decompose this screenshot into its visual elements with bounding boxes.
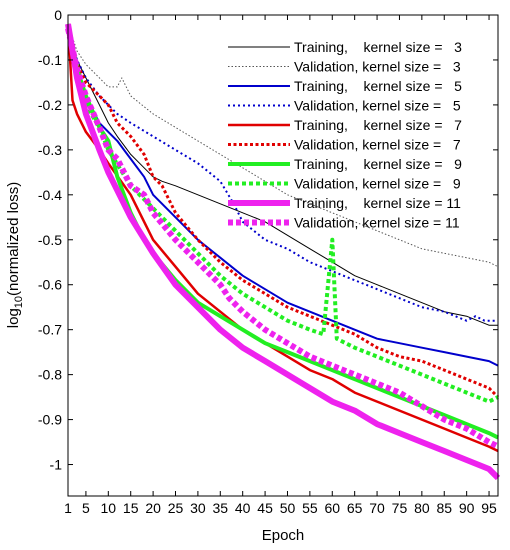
- legend-label: Validation, kernel size = 7: [294, 137, 461, 153]
- x-tick-label: 10: [101, 500, 117, 516]
- y-tick-label: -0.3: [38, 142, 62, 158]
- x-tick-label: 55: [302, 500, 318, 516]
- x-tick-label: 80: [414, 500, 430, 516]
- y-tick-label: 0: [54, 7, 62, 23]
- x-axis-label: Epoch: [262, 527, 305, 544]
- series-line-training-kernel-size-11: [65, 23, 501, 481]
- legend-label: Validation, kernel size = 9: [294, 176, 461, 192]
- legend-label: Validation, kernel size = 5: [294, 98, 461, 114]
- y-tick-label: -0.1: [38, 52, 62, 68]
- x-tick-label: 25: [168, 500, 184, 516]
- x-tick-label: 1: [64, 500, 72, 516]
- x-tick-label: 85: [436, 500, 452, 516]
- legend-label: Training, kernel size = 11: [294, 195, 461, 211]
- y-tick-label: -1: [50, 457, 63, 473]
- y-axis-label-main: log: [5, 308, 22, 328]
- x-tick-label: 90: [459, 500, 475, 516]
- x-tick-label: 45: [257, 500, 273, 516]
- x-tick-label: 75: [392, 500, 408, 516]
- x-tick-label: 65: [347, 500, 363, 516]
- y-tick-label: -0.2: [38, 97, 62, 113]
- x-tick-label: 60: [324, 500, 340, 516]
- legend-label: Validation, kernel size = 3: [294, 59, 461, 75]
- x-tick-label: 20: [145, 500, 161, 516]
- x-tick-label: 40: [235, 500, 251, 516]
- plot-background: [68, 15, 498, 496]
- y-axis-label-rest: (normalized loss): [5, 182, 22, 296]
- y-tick-label: -0.9: [38, 412, 62, 428]
- x-tick-label: 30: [190, 500, 206, 516]
- legend-label: Training, kernel size = 3: [294, 39, 462, 55]
- y-axis-label-sub: 10: [13, 296, 25, 308]
- x-tick-label: 5: [82, 500, 90, 516]
- y-axis-ticks: 0 -0.1 -0.2 -0.3 -0.4 -0.5 -0.6 -0.7 -0.8 -0.9 -1: [38, 7, 498, 473]
- y-tick-label: -0.4: [38, 187, 62, 203]
- legend-label: Validation, kernel size = 11: [294, 215, 460, 231]
- legend: Training, kernel size = 3 Validation, ker…: [228, 39, 462, 231]
- x-tick-label: 35: [213, 500, 229, 516]
- x-tick-label: 95: [481, 500, 497, 516]
- x-axis-ticks: 1 5 10 15 20 25 30 35 40 45 50 55 60 65 70 75 80 85 90 95: [64, 15, 497, 516]
- y-tick-label: -0.8: [38, 367, 62, 383]
- y-tick-label: -0.5: [38, 232, 62, 248]
- y-tick-label: -0.7: [38, 322, 62, 338]
- y-tick-label: -0.6: [38, 277, 62, 293]
- x-tick-label: 70: [369, 500, 385, 516]
- x-tick-label: 50: [280, 500, 296, 516]
- series-line-training-kernel-size-5: [67, 28, 499, 367]
- legend-label: Training, kernel size = 5: [294, 78, 462, 94]
- legend-label: Training, kernel size = 7: [294, 117, 462, 133]
- x-tick-label: 15: [123, 500, 139, 516]
- plot-frame: [67, 14, 499, 497]
- series-layer: [65, 23, 501, 481]
- legend-label: Training, kernel size = 9: [294, 156, 462, 172]
- series-line-training-kernel-size-3: [67, 23, 498, 326]
- y-axis-label: log10(normalized loss): [5, 182, 25, 328]
- series-line-validation-kernel-size-3: [67, 23, 499, 268]
- series-line-validation-kernel-size-7: [66, 28, 500, 399]
- series-line-validation-kernel-size-11: [65, 27, 500, 450]
